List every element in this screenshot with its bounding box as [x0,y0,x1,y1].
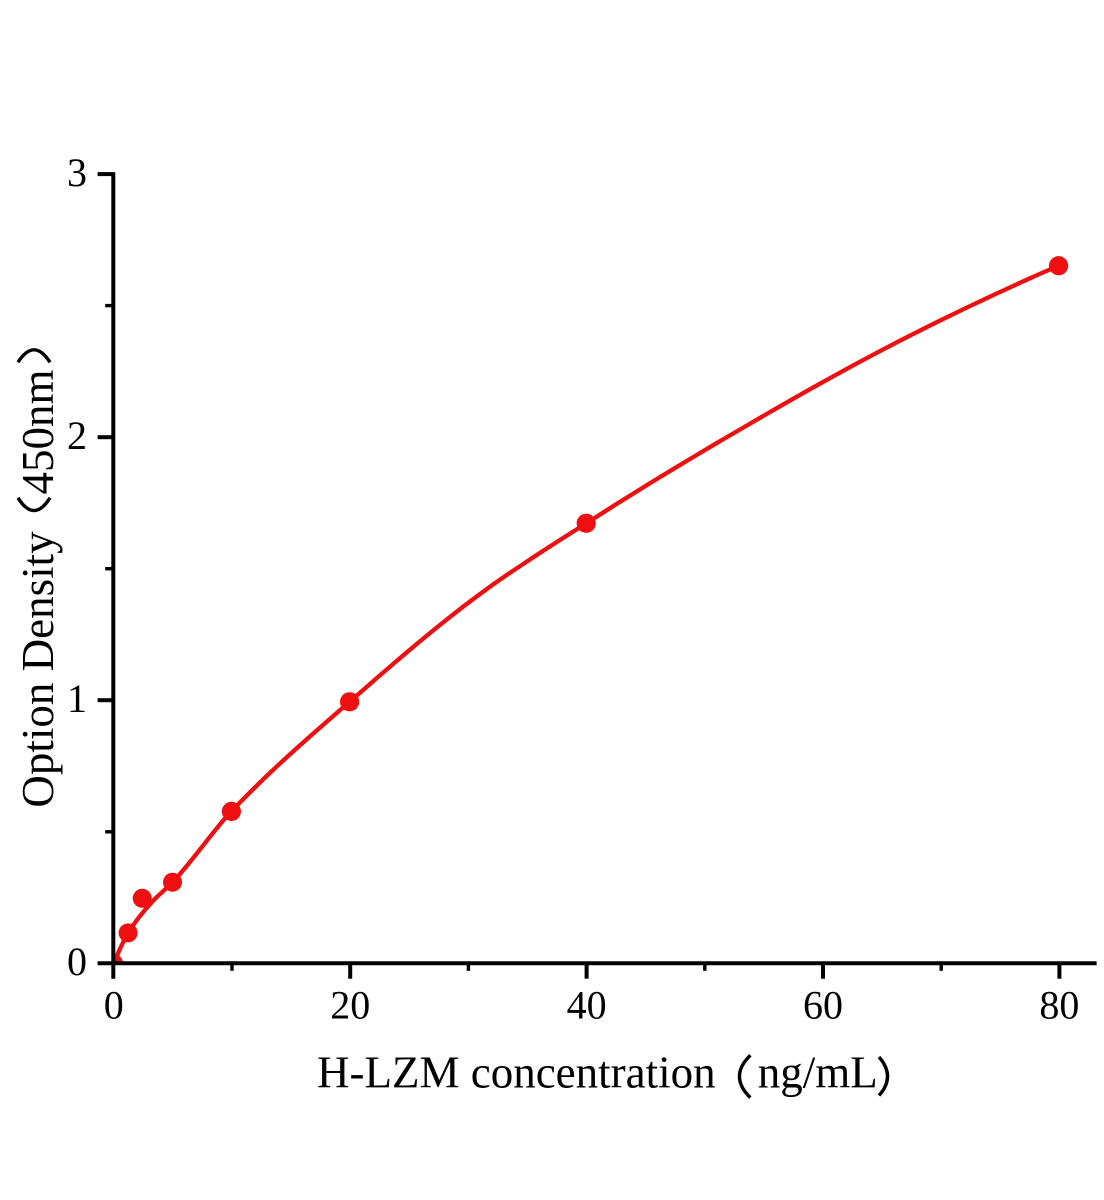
svg-text:0: 0 [67,939,87,984]
svg-text:0: 0 [104,983,124,1028]
svg-text:2: 2 [67,413,87,458]
svg-text:80: 80 [1039,983,1079,1028]
svg-text:3: 3 [67,150,87,195]
svg-text:60: 60 [803,983,843,1028]
svg-text:Option Density: Option Density [13,531,63,808]
svg-text:20: 20 [330,983,370,1028]
svg-text:H-LZM concentration: H-LZM concentration [317,1048,716,1098]
svg-text:40: 40 [567,983,607,1028]
svg-text:ng/mL: ng/mL [758,1048,878,1098]
svg-text:1: 1 [67,676,87,721]
svg-text:450nm: 450nm [13,369,63,494]
